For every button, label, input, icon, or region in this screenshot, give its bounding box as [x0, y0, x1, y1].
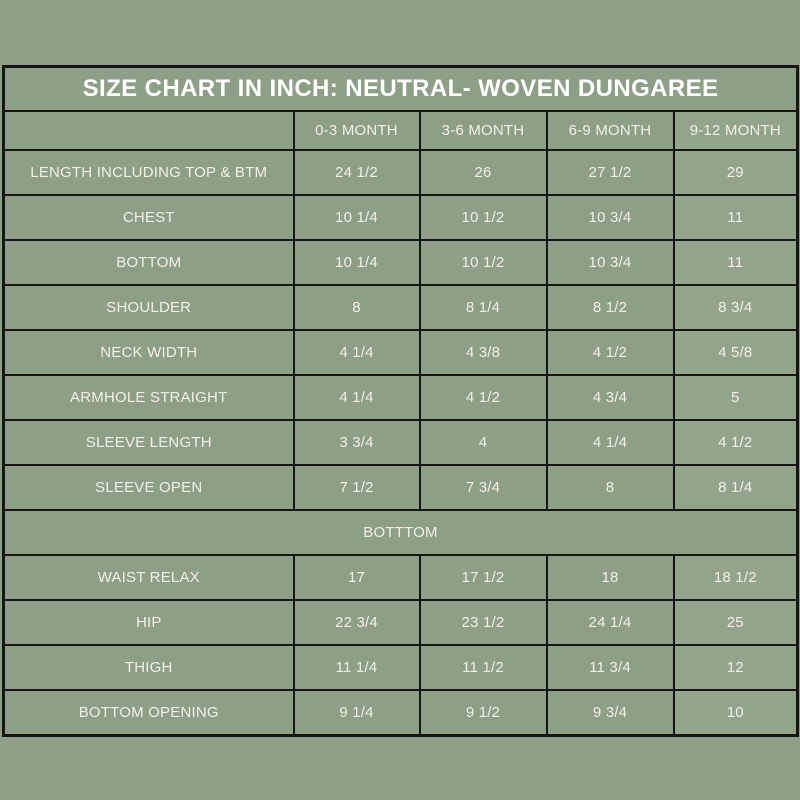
cell: 4 1/2	[672, 419, 799, 466]
table-row-neck-width: NECK WIDTH 4 1/4 4 3/8 4 1/2 4 5/8	[2, 329, 799, 376]
cell: 4 1/2	[545, 329, 675, 376]
cell: 9 1/2	[418, 689, 548, 737]
column-header-6-9-month: 6-9 MONTH	[545, 110, 675, 151]
row-label: THIGH	[2, 644, 295, 691]
table-row-sleeve-length: SLEEVE LENGTH 3 3/4 4 4 1/4 4 1/2	[2, 419, 799, 466]
title-row: SIZE CHART IN INCH: NEUTRAL- WOVEN DUNGA…	[2, 65, 799, 112]
cell: 11 1/4	[292, 644, 421, 691]
row-label: SLEEVE OPEN	[2, 464, 295, 511]
cell: 4 1/4	[292, 329, 421, 376]
cell: 11	[672, 194, 799, 241]
table-row-sleeve-open: SLEEVE OPEN 7 1/2 7 3/4 8 8 1/4	[2, 464, 799, 511]
table-row-bottom: BOTTOM 10 1/4 10 1/2 10 3/4 11	[2, 239, 799, 286]
cell: 4	[418, 419, 548, 466]
cell: 18	[545, 554, 675, 601]
cell: 8 1/4	[418, 284, 548, 331]
cell: 4 3/8	[418, 329, 548, 376]
table-row-chest: CHEST 10 1/4 10 1/2 10 3/4 11	[2, 194, 799, 241]
row-label: ARMHOLE STRAIGHT	[2, 374, 295, 421]
section-header-bottom: BOTTTOM	[2, 509, 799, 556]
cell: 8	[545, 464, 675, 511]
chart-title: SIZE CHART IN INCH: NEUTRAL- WOVEN DUNGA…	[2, 65, 799, 112]
cell: 4 5/8	[672, 329, 799, 376]
cell: 10 1/4	[292, 239, 421, 286]
row-label: HIP	[2, 599, 295, 646]
cell: 27 1/2	[545, 149, 675, 196]
column-header-row: 0-3 MONTH 3-6 MONTH 6-9 MONTH 9-12 MONTH	[2, 110, 799, 151]
cell: 17	[292, 554, 421, 601]
cell: 25	[672, 599, 799, 646]
cell: 7 3/4	[418, 464, 548, 511]
cell: 29	[672, 149, 799, 196]
cell: 23 1/2	[418, 599, 548, 646]
cell: 10 1/2	[418, 194, 548, 241]
cell: 7 1/2	[292, 464, 421, 511]
table-row-shoulder: SHOULDER 8 8 1/4 8 1/2 8 3/4	[2, 284, 799, 331]
table-row-waist-relax: WAIST RELAX 17 17 1/2 18 18 1/2	[2, 554, 799, 601]
cell: 8 1/4	[672, 464, 799, 511]
cell: 4 1/4	[545, 419, 675, 466]
cell: 26	[418, 149, 548, 196]
cell: 8 1/2	[545, 284, 675, 331]
column-header-0-3-month: 0-3 MONTH	[292, 110, 421, 151]
cell: 10 3/4	[545, 239, 675, 286]
cell: 8 3/4	[672, 284, 799, 331]
cell: 24 1/4	[545, 599, 675, 646]
cell: 4 3/4	[545, 374, 675, 421]
row-label: LENGTH INCLUDING TOP & BTM	[2, 149, 295, 196]
cell: 10 1/4	[292, 194, 421, 241]
size-chart-table: SIZE CHART IN INCH: NEUTRAL- WOVEN DUNGA…	[2, 65, 800, 737]
table-row-thigh: THIGH 11 1/4 11 1/2 11 3/4 12	[2, 644, 799, 691]
cell: 5	[672, 374, 799, 421]
table-row-bottom-opening: BOTTOM OPENING 9 1/4 9 1/2 9 3/4 10	[2, 689, 799, 737]
cell: 8	[292, 284, 421, 331]
row-label: BOTTOM	[2, 239, 295, 286]
cell: 10	[672, 689, 799, 737]
row-label: SLEEVE LENGTH	[2, 419, 295, 466]
cell: 10 3/4	[545, 194, 675, 241]
column-header-3-6-month: 3-6 MONTH	[418, 110, 548, 151]
cell: 4 1/4	[292, 374, 421, 421]
cell: 22 3/4	[292, 599, 421, 646]
cell: 11	[672, 239, 799, 286]
column-header-9-12-month: 9-12 MONTH	[672, 110, 799, 151]
section-header-row: BOTTTOM	[2, 509, 799, 556]
cell: 11 3/4	[545, 644, 675, 691]
cell: 9 1/4	[292, 689, 421, 737]
cell: 4 1/2	[418, 374, 548, 421]
cell: 18 1/2	[672, 554, 799, 601]
cell: 11 1/2	[418, 644, 548, 691]
cell: 9 3/4	[545, 689, 675, 737]
measurement-header-empty-cell	[2, 110, 295, 151]
cell: 24 1/2	[292, 149, 421, 196]
table-row-armhole-straight: ARMHOLE STRAIGHT 4 1/4 4 1/2 4 3/4 5	[2, 374, 799, 421]
table-row-length: LENGTH INCLUDING TOP & BTM 24 1/2 26 27 …	[2, 149, 799, 196]
cell: 3 3/4	[292, 419, 421, 466]
row-label: SHOULDER	[2, 284, 295, 331]
table-row-hip: HIP 22 3/4 23 1/2 24 1/4 25	[2, 599, 799, 646]
row-label: BOTTOM OPENING	[2, 689, 295, 737]
cell: 12	[672, 644, 799, 691]
cell: 17 1/2	[418, 554, 548, 601]
row-label: WAIST RELAX	[2, 554, 295, 601]
row-label: NECK WIDTH	[2, 329, 295, 376]
row-label: CHEST	[2, 194, 295, 241]
cell: 10 1/2	[418, 239, 548, 286]
